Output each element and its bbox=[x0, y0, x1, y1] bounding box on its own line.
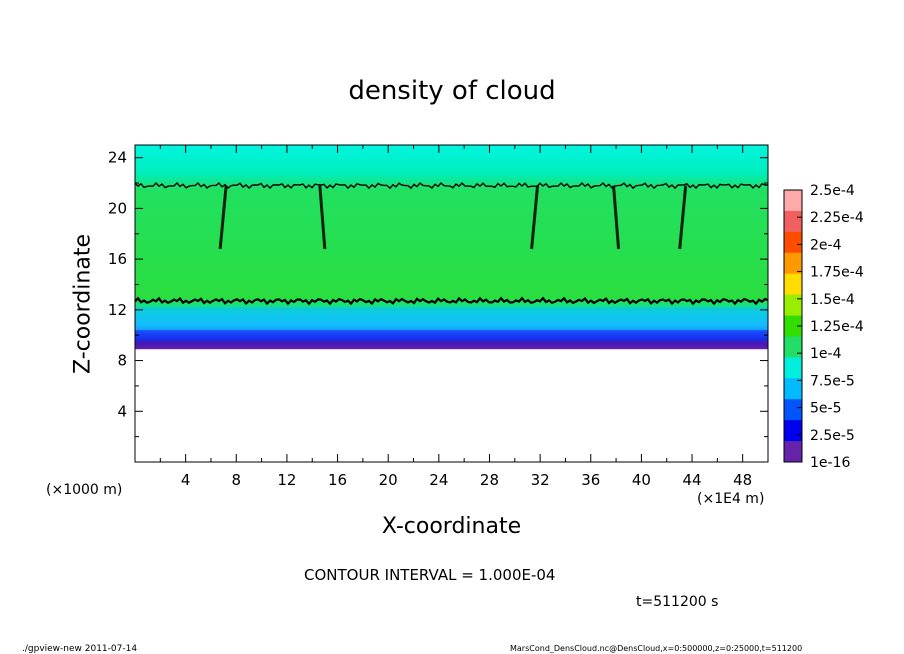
colorbar-swatch-12 bbox=[784, 441, 802, 463]
footer-right: MarsCond_DensCloud.nc@DensCloud,x=0:5000… bbox=[510, 644, 803, 653]
layer-band-3 bbox=[135, 307, 768, 331]
colorbar-swatch-0 bbox=[784, 190, 802, 212]
y-tick-label-1: 8 bbox=[117, 352, 127, 370]
plot-frame bbox=[134, 144, 769, 463]
contour-line-0 bbox=[134, 296, 769, 306]
colorbar-swatch-2 bbox=[784, 231, 802, 254]
x-tick-label-3: 16 bbox=[328, 471, 347, 489]
colorbar-label-9: 2.5e-5 bbox=[810, 428, 855, 444]
colorbar-label-0: 2.5e-4 bbox=[810, 183, 855, 199]
x-tick-label-1: 8 bbox=[232, 471, 242, 489]
colorbar-swatch-1 bbox=[784, 210, 802, 233]
y-tick-label-5: 24 bbox=[108, 149, 127, 167]
contour-interval-note: CONTOUR INTERVAL = 1.000E-04 bbox=[304, 566, 556, 584]
colorbar-swatch-10 bbox=[784, 399, 802, 421]
x-axis-label: X-coordinate bbox=[381, 514, 522, 539]
x-tick-label-0: 4 bbox=[181, 471, 191, 489]
colorbar-label-7: 7.5e-5 bbox=[810, 373, 855, 389]
footer-left: ./gpview-new 2011-07-14 bbox=[22, 644, 138, 654]
colorbar-label-2: 2e-4 bbox=[810, 237, 842, 253]
x-unit-left: (×1000 m) bbox=[46, 482, 123, 498]
colorbar-label-6: 1e-4 bbox=[810, 346, 842, 362]
colorbar-swatch-7 bbox=[784, 336, 802, 358]
y-tick-label-0: 4 bbox=[117, 402, 127, 420]
y-tick-label-3: 16 bbox=[108, 250, 127, 268]
x-tick-label-6: 28 bbox=[480, 471, 499, 489]
time-label: t=511200 s bbox=[636, 594, 719, 610]
colorbar-swatch-8 bbox=[784, 357, 802, 379]
streak-3 bbox=[612, 185, 621, 250]
x-tick-label-5: 24 bbox=[429, 471, 448, 489]
colorbar-swatch-11 bbox=[784, 420, 802, 442]
x-unit-right: (×1E4 m) bbox=[697, 491, 765, 507]
streak-4 bbox=[678, 185, 688, 250]
colorbar-label-10: 1e-16 bbox=[810, 455, 850, 471]
colorbar-label-5: 1.25e-4 bbox=[810, 319, 864, 335]
colorbar-swatch-6 bbox=[784, 315, 802, 337]
y-tick-label-4: 20 bbox=[108, 199, 127, 217]
x-tick-label-8: 36 bbox=[581, 471, 600, 489]
x-tick-label-7: 32 bbox=[531, 471, 550, 489]
chart-title: density of cloud bbox=[348, 76, 556, 106]
x-tick-label-11: 48 bbox=[733, 471, 752, 489]
streak-2 bbox=[530, 185, 540, 250]
colorbar-swatch-9 bbox=[784, 378, 802, 400]
colorbar-label-4: 1.5e-4 bbox=[810, 292, 855, 308]
colorbar-swatch-4 bbox=[784, 273, 802, 296]
layer-band-1 bbox=[135, 340, 768, 350]
x-tick-label-4: 20 bbox=[379, 471, 398, 489]
contour-line-1 bbox=[134, 181, 769, 190]
x-tick-label-2: 12 bbox=[277, 471, 296, 489]
y-axis-label: Z-coordinate bbox=[70, 234, 96, 374]
colorbar-label-3: 1.75e-4 bbox=[810, 265, 864, 281]
colorbar-swatch-5 bbox=[784, 294, 802, 317]
y-tick-label-2: 12 bbox=[108, 301, 127, 319]
streak-0 bbox=[218, 185, 228, 250]
x-tick-label-10: 44 bbox=[682, 471, 701, 489]
colorbar-label-1: 2.25e-4 bbox=[810, 210, 864, 226]
layer-band-2 bbox=[135, 330, 768, 341]
x-tick-label-9: 40 bbox=[632, 471, 651, 489]
colorbar-label-8: 5e-5 bbox=[810, 401, 841, 417]
streak-1 bbox=[318, 185, 327, 250]
colorbar-swatch-3 bbox=[784, 252, 802, 275]
